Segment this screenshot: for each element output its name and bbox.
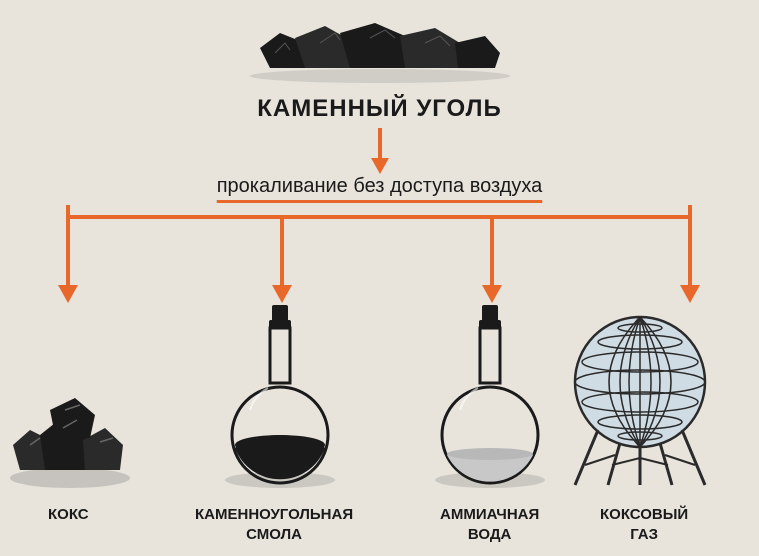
- arrow-title-to-process: [365, 128, 395, 181]
- product-coal-tar: [220, 300, 340, 490]
- process-label: прокаливание без доступа воздуха: [217, 175, 543, 198]
- label-gas: КОКСОВЫЙГАЗ: [600, 505, 688, 544]
- flask-dark-icon: [220, 300, 340, 490]
- label-ammonia: АММИАЧНАЯВОДА: [440, 505, 539, 544]
- main-title: КАМЕННЫЙ УГОЛЬ: [257, 95, 501, 123]
- product-coke: [5, 360, 135, 490]
- arrow-branch-4: [675, 215, 705, 310]
- label-coal-tar: КАМЕННОУГОЛЬНАЯСМОЛА: [195, 505, 353, 544]
- arrow-branch-1: [53, 215, 83, 310]
- coke-icon: [5, 360, 135, 490]
- product-coke-gas: [560, 300, 720, 490]
- arrow-branch-2: [267, 215, 297, 310]
- arrow-branch-3: [477, 215, 507, 310]
- gas-sphere-icon: [560, 300, 720, 490]
- label-coke: КОКС: [48, 505, 89, 525]
- coal-pile-image: [240, 18, 520, 83]
- product-ammonia-water: [430, 300, 550, 490]
- horizontal-connector: [66, 215, 692, 219]
- flask-light-icon: [430, 300, 550, 490]
